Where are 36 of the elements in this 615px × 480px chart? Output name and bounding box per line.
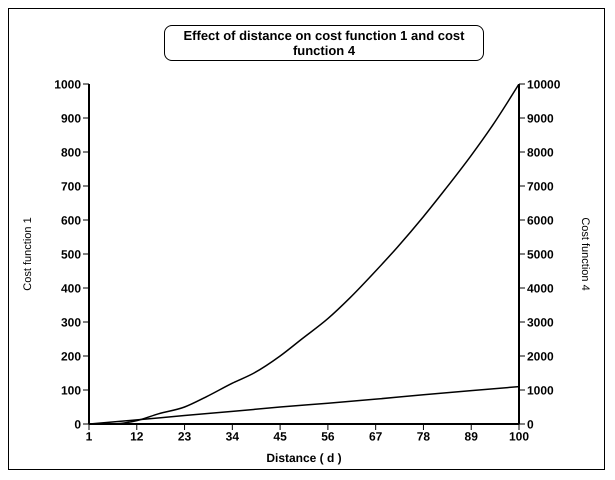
y-tick-label: 0 [74,417,82,432]
x-tick-label: 1 [86,430,93,444]
y2-tick-label: 4000 [527,281,554,296]
y2-tick-label: 8000 [527,145,554,160]
y-tick-label: 800 [60,145,82,160]
x-axis-title: Distance ( d ) [266,451,342,465]
y2-tick-label: 7000 [527,179,554,194]
y2-axis-title: Cost function 4 [579,217,592,291]
y-tick-label: 100 [60,383,82,398]
y2-tick-label: 10000 [527,77,561,92]
x-tick-label: 56 [321,430,335,444]
y-tick-label: 900 [60,111,82,126]
y-tick-label: 600 [60,213,82,228]
y2-tick-label: 2000 [527,349,554,364]
y2-tick-label: 3000 [527,315,554,330]
chart-title: Effect of distance on cost function 1 and cost function 4 [164,25,484,61]
x-tick-label: 45 [273,430,288,444]
y2-tick-label: 6000 [527,213,554,228]
y2-tick-label: 5000 [527,247,554,262]
x-tick-label: 34 [226,430,240,444]
y-tick-label: 400 [60,281,82,296]
x-tick-label: 23 [178,430,192,444]
y-axis-title: Cost function 1 [22,217,34,291]
y2-tick-label: 0 [527,417,534,432]
y-tick-label: 700 [60,179,82,194]
x-tick-label: 78 [416,430,430,444]
y-tick-label: 500 [60,247,82,262]
y2-tick-label: 1000 [527,383,554,398]
y-tick-label: 300 [60,315,82,330]
y-tick-label: 1000 [54,77,82,92]
x-tick-label: 12 [130,430,144,444]
x-tick-label: 89 [464,430,478,444]
x-tick-label: 100 [508,430,530,444]
y-tick-label: 200 [60,349,82,364]
y2-tick-label: 9000 [527,111,554,126]
x-tick-label: 67 [368,430,383,444]
